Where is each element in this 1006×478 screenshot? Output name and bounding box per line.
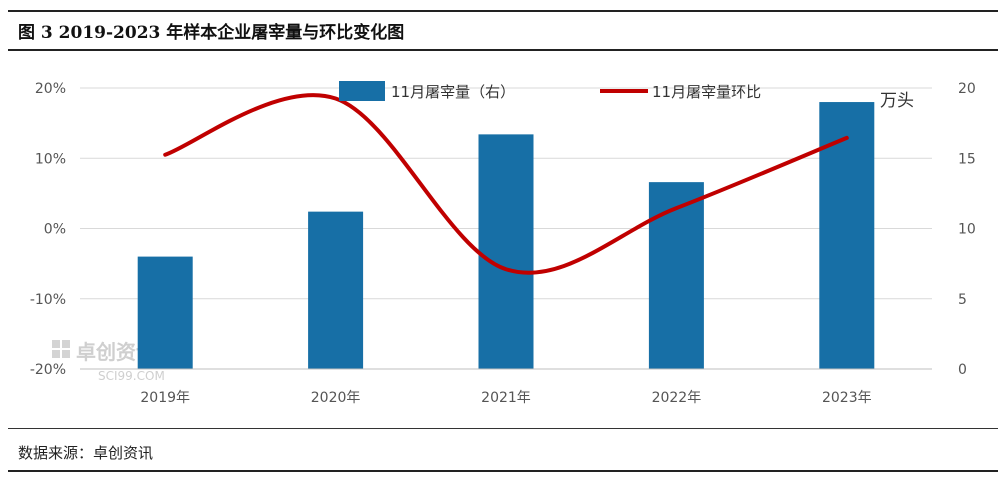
watermark-logo-icon <box>52 340 70 358</box>
bar <box>137 256 193 369</box>
right-axis-unit: 万头 <box>880 91 914 111</box>
x-tick-label: 2022年 <box>652 390 702 406</box>
right-tick-label: 15 <box>958 151 976 167</box>
top-rule <box>8 10 998 12</box>
x-axis: 2019年 2020年 2021年 2022年 2023年 <box>80 368 932 406</box>
figure-title: 图 3 2019-2023 年样本企业屠宰量与环比变化图 <box>18 23 405 43</box>
x-tick-label: 2023年 <box>822 390 872 406</box>
right-axis: 20 15 10 5 0 <box>958 81 976 378</box>
right-tick-label: 10 <box>958 222 976 238</box>
left-tick-label: -20% <box>30 362 66 378</box>
x-tick-label: 2021年 <box>481 390 531 406</box>
series-line <box>163 93 849 275</box>
line-series <box>163 93 849 275</box>
data-source: 数据来源：卓创资讯 <box>18 444 154 462</box>
x-tick-label: 2019年 <box>140 390 190 406</box>
left-tick-label: 0% <box>44 222 66 238</box>
bar <box>819 102 875 370</box>
right-tick-label: 20 <box>958 81 976 97</box>
left-tick-label: 20% <box>35 81 66 97</box>
watermark-sub: SCI99.COM <box>98 369 165 383</box>
legend-bar-label: 11月屠宰量（右） <box>391 83 515 101</box>
source-rule <box>8 428 998 429</box>
bottom-rule <box>8 470 998 472</box>
legend: 11月屠宰量（右） 11月屠宰量环比 <box>339 81 761 101</box>
left-tick-label: 10% <box>35 151 66 167</box>
legend-line-label: 11月屠宰量环比 <box>652 83 761 101</box>
right-tick-label: 5 <box>958 292 967 308</box>
bar <box>648 182 704 369</box>
bar-series <box>137 102 875 370</box>
bar <box>308 211 364 369</box>
left-axis: 20% 10% 0% -10% -20% <box>30 81 66 378</box>
bar <box>478 134 534 369</box>
x-tick-label: 2020年 <box>311 390 361 406</box>
legend-bar-swatch <box>339 81 385 101</box>
title-rule <box>8 49 998 51</box>
right-tick-label: 0 <box>958 362 967 378</box>
left-tick-label: -10% <box>30 292 66 308</box>
